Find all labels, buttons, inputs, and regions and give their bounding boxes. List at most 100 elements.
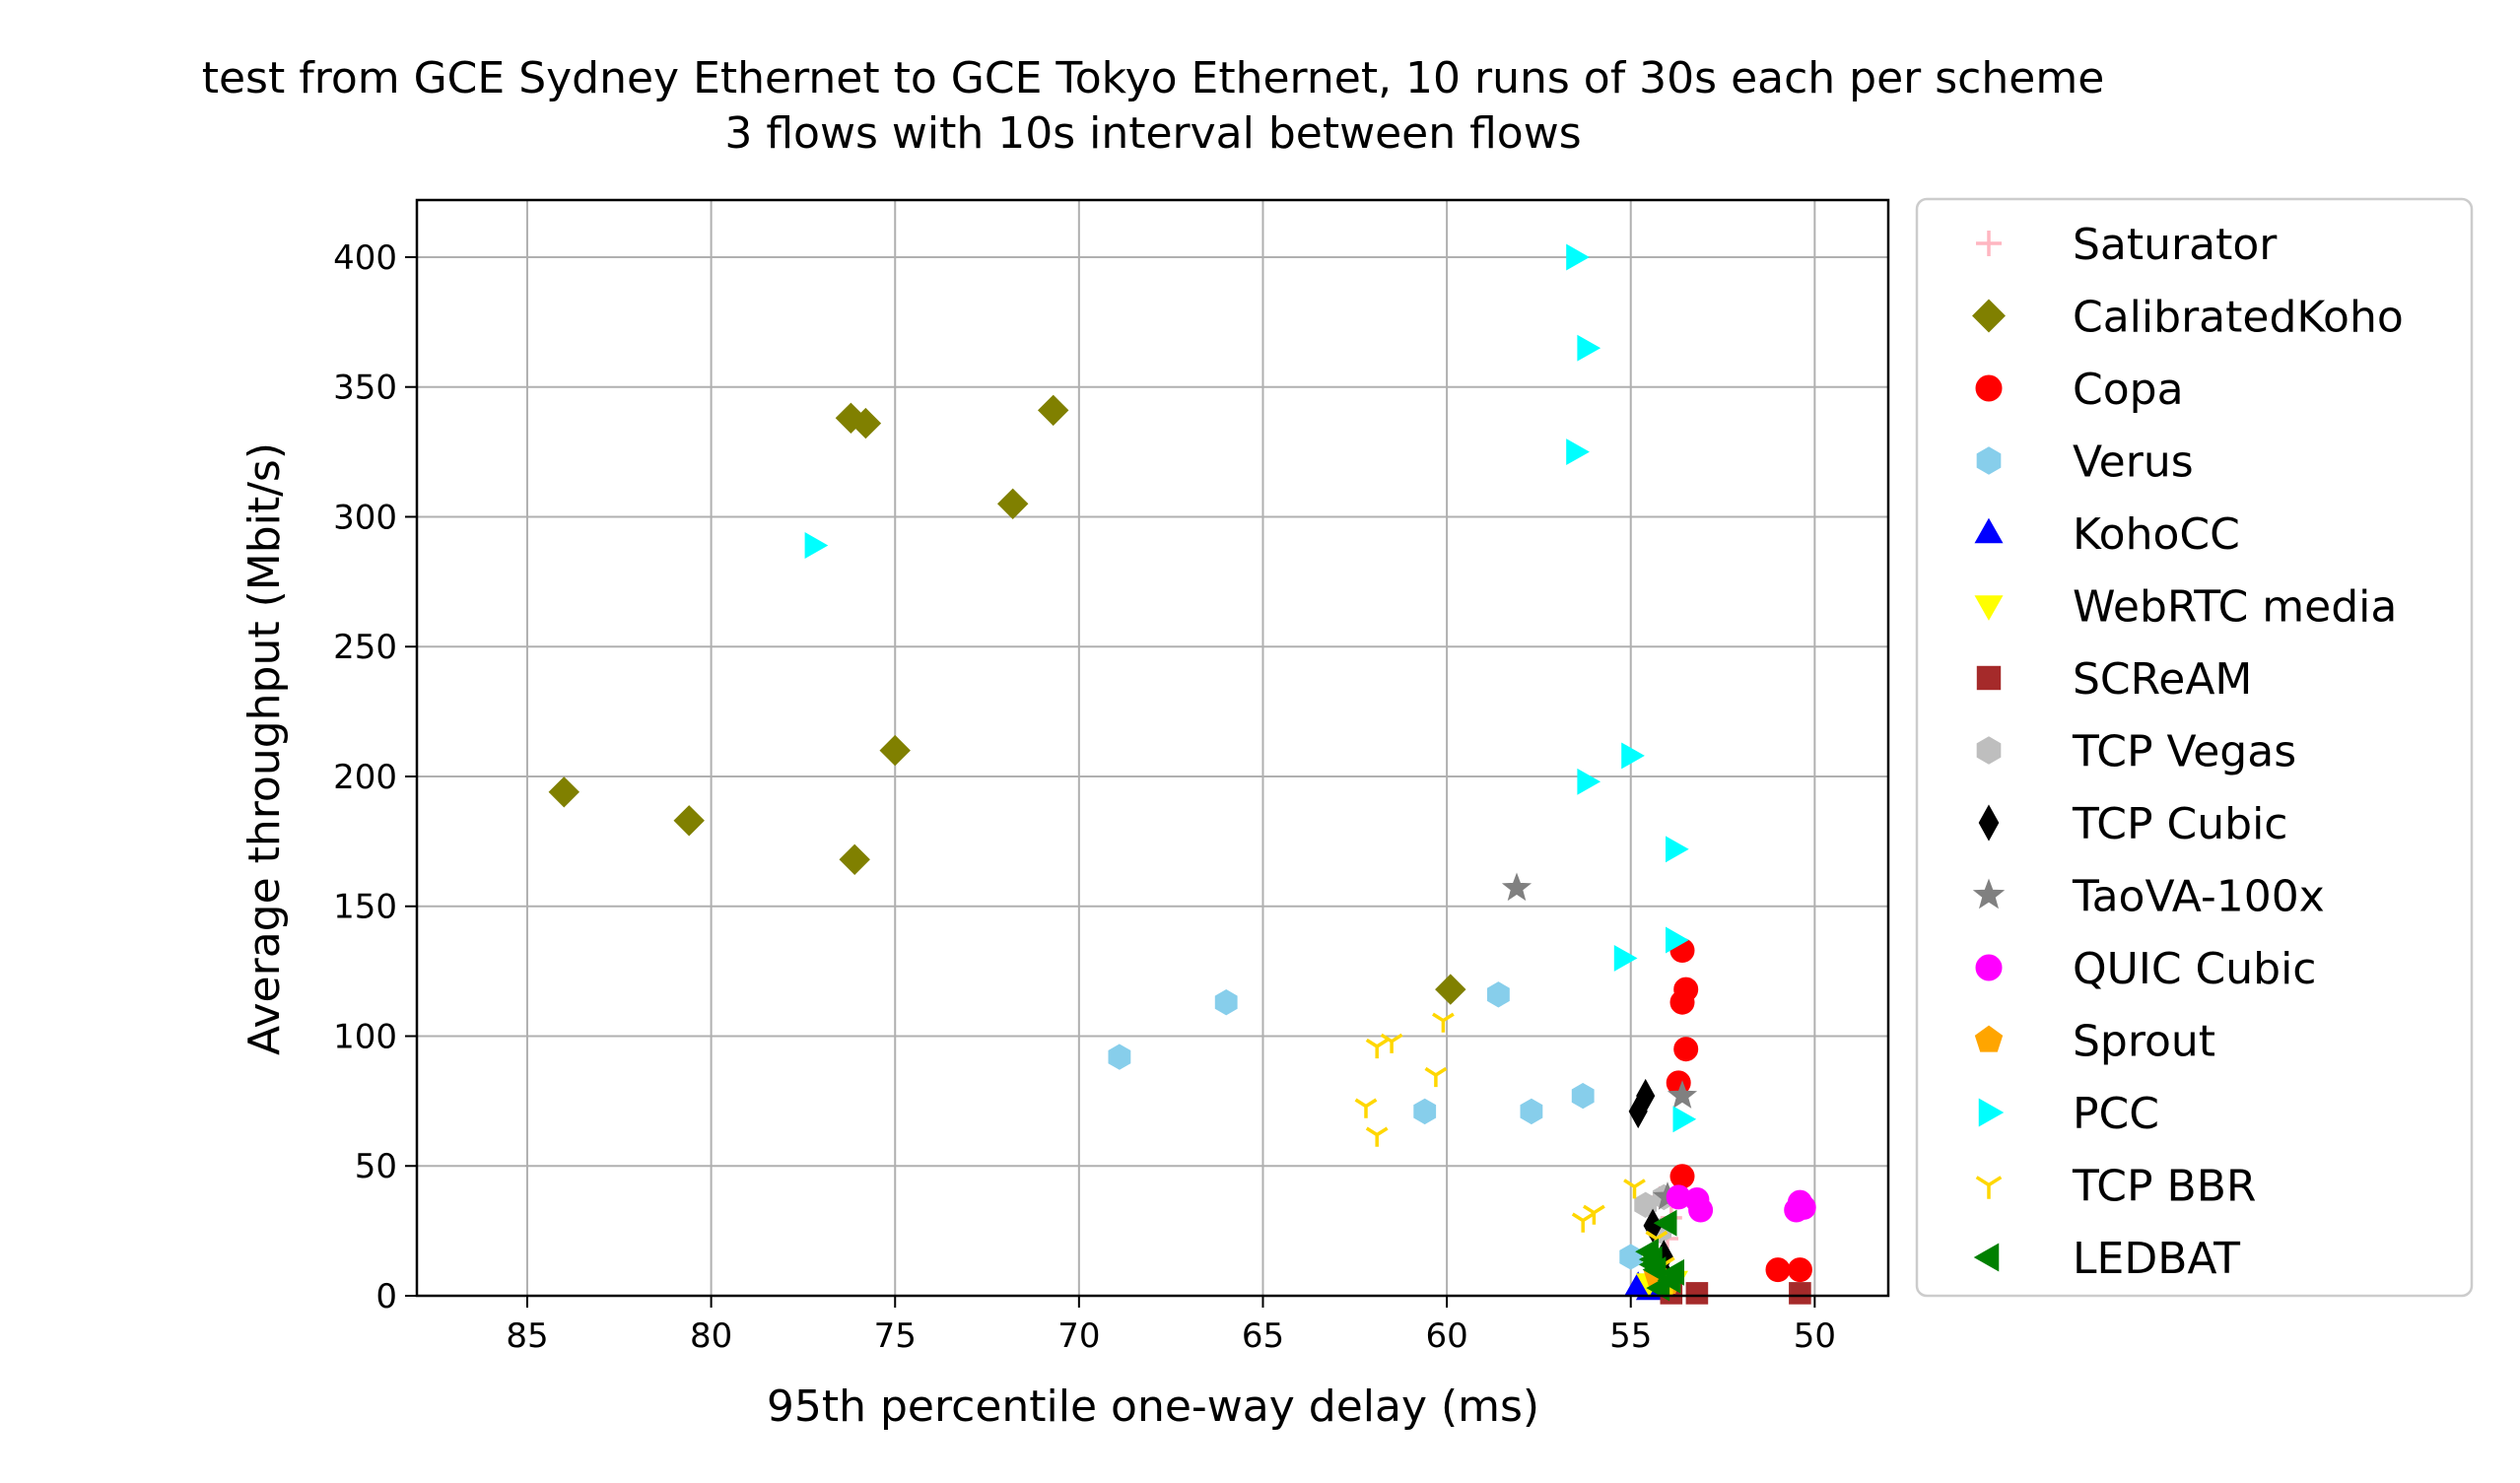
data-point — [850, 407, 882, 439]
data-point — [1666, 836, 1689, 863]
legend-label: Sprout — [2073, 1017, 2215, 1067]
data-point — [1666, 926, 1689, 954]
data-point — [1380, 1033, 1403, 1053]
y-axis-label: Average throughput (Mbit/s) — [239, 442, 290, 1055]
series-copa — [1666, 938, 1812, 1283]
data-point — [1108, 1044, 1131, 1070]
data-point — [1365, 1038, 1389, 1059]
legend-item: SCReAM — [1976, 654, 2252, 705]
data-point — [1037, 394, 1069, 427]
data-point — [1636, 1078, 1656, 1113]
y-tick-label: 350 — [333, 369, 397, 408]
legend-marker — [1974, 1025, 2004, 1052]
legend-label: LEDBAT — [2073, 1234, 2240, 1284]
data-point — [996, 488, 1029, 520]
series-ledbat — [1635, 1209, 1684, 1302]
data-point — [1667, 1080, 1698, 1109]
legend-marker — [1975, 1176, 2003, 1199]
data-point — [1432, 1012, 1455, 1033]
y-tick-label: 50 — [355, 1147, 397, 1186]
data-point — [1653, 1209, 1677, 1237]
data-point — [1520, 1098, 1543, 1125]
data-point — [1566, 243, 1590, 271]
series-quic-cubic — [1666, 1184, 1816, 1223]
series-verus — [1108, 981, 1643, 1270]
legend-label: Copa — [2073, 365, 2184, 415]
data-point — [1571, 1082, 1595, 1110]
legend-marker — [1974, 595, 2004, 621]
data-point — [1672, 1106, 1697, 1133]
data-point — [1214, 989, 1238, 1016]
legend-item: TaoVA-100x — [1972, 872, 2325, 922]
legend-item: WebRTC media — [1974, 582, 2397, 633]
legend-marker — [1976, 665, 2002, 691]
data-point — [1638, 1250, 1663, 1278]
y-tick-label: 400 — [333, 238, 397, 278]
data-point — [1669, 989, 1695, 1015]
legend-item: CalibratedKoho — [1972, 293, 2404, 343]
y-tick-label: 150 — [333, 888, 397, 927]
legend-marker — [1973, 1243, 2000, 1272]
legend-box — [1915, 197, 2474, 1298]
data-point — [1646, 1274, 1670, 1302]
y-tick-label: 200 — [333, 758, 397, 797]
series-taova-100x — [1501, 872, 1698, 1210]
x-tick-label: 55 — [1609, 1316, 1652, 1356]
x-axis-label: 95th percentile one-way delay (ms) — [767, 1382, 1539, 1432]
series-pcc — [804, 243, 1697, 1133]
x-tick-label: 65 — [1242, 1316, 1284, 1356]
legend-marker — [1975, 954, 2003, 981]
data-point — [1669, 1164, 1695, 1189]
data-point — [1613, 944, 1638, 972]
grid-lines — [417, 200, 1888, 1297]
legend-label: Saturator — [2073, 220, 2278, 270]
legend-label: Verus — [2073, 438, 2194, 488]
legend-marker — [1976, 736, 2002, 765]
legend-label: TCP Vegas — [2072, 727, 2296, 777]
data-point — [548, 776, 580, 808]
legend-marker — [1976, 231, 2002, 256]
legend-marker — [1975, 374, 2003, 402]
legend-item: TCP Vegas — [1976, 727, 2296, 777]
x-tick-label: 80 — [690, 1316, 732, 1356]
legend-label: CalibratedKoho — [2073, 293, 2404, 343]
legend-item: Saturator — [1976, 220, 2278, 270]
legend-marker — [1972, 299, 2006, 333]
legend-label: SCReAM — [2073, 654, 2252, 705]
data-point — [1501, 872, 1532, 902]
legend-marker — [1972, 878, 2006, 910]
data-point — [1413, 1098, 1437, 1125]
data-point — [1424, 1066, 1448, 1088]
data-point — [1577, 768, 1601, 795]
legend-item: PCC — [1978, 1089, 2159, 1139]
legend: Saturator CalibratedKoho Copa Verus KohoCC We… — [1915, 197, 2474, 1298]
chart-subtitle: 3 flows with 10s interval between flows — [724, 108, 1581, 159]
data-point — [804, 532, 829, 559]
legend-label: TCP BBR — [2072, 1162, 2256, 1212]
chart-title: test from GCE Sydney Ethernet to GCE Tok… — [202, 53, 2105, 103]
legend-item: LEDBAT — [1973, 1234, 2240, 1284]
axis-ticks: 85 80 75 70 65 60 55 50 0 50 100 150 200 250 300 350 400 — [333, 238, 1836, 1356]
legend-marker — [1978, 1098, 2005, 1127]
legend-marker — [1976, 446, 2002, 475]
data-point — [1583, 1204, 1605, 1225]
data-point — [1787, 1257, 1812, 1283]
legend-label: KohoCC — [2073, 509, 2240, 560]
data-point — [1566, 438, 1590, 466]
legend-item: Copa — [1975, 365, 2184, 415]
data-point — [1619, 1244, 1643, 1270]
data-point — [1577, 334, 1601, 362]
x-tick-label: 85 — [506, 1316, 548, 1356]
data-point — [673, 805, 705, 837]
legend-label: TCP Cubic — [2072, 799, 2288, 849]
legend-marker — [1978, 804, 2000, 842]
data-point — [1688, 1197, 1714, 1223]
data-point — [1623, 1179, 1646, 1199]
data-point — [1365, 1126, 1389, 1147]
legend-item: QUIC Cubic — [1975, 944, 2316, 994]
y-tick-label: 100 — [333, 1017, 397, 1056]
legend-item: TCP Cubic — [1978, 799, 2288, 849]
data-point — [1486, 981, 1510, 1008]
data-point — [1435, 974, 1466, 1005]
